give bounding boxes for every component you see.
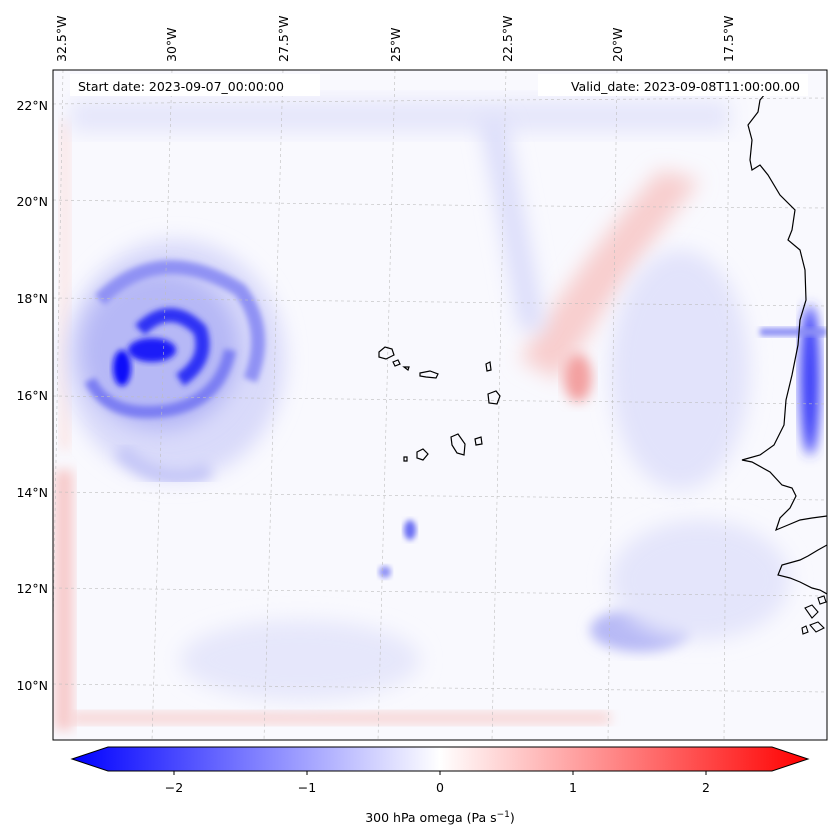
valid-date-box xyxy=(538,74,808,96)
guinea-bissau-coast xyxy=(777,544,827,595)
map-panel xyxy=(53,70,827,740)
blue-cell-1 xyxy=(404,520,416,540)
cyclone-vortex xyxy=(65,240,285,485)
island-sal xyxy=(485,361,492,372)
island-maio xyxy=(474,436,483,446)
colorbar-title-close: ) xyxy=(510,810,515,825)
red-diagonal-streak xyxy=(520,170,700,380)
lon-label: 20°W xyxy=(610,27,625,62)
colorbar-title-main: 300 hPa omega (Pa s xyxy=(365,810,496,825)
colorbar-tick-label: 1 xyxy=(569,780,577,795)
lat-label: 14°N xyxy=(16,485,48,500)
start-date-box xyxy=(70,74,320,96)
lat-label: 12°N xyxy=(16,581,48,596)
blue-top-band xyxy=(70,100,730,132)
blue-cell-2 xyxy=(379,566,391,578)
longitude-labels: 32.5°W 30°W 27.5°W 25°W 22.5°W 20°W 17.5… xyxy=(54,16,736,62)
colorbar-tick-labels: −2 −1 0 1 2 xyxy=(165,780,710,795)
valid-date-text: Valid_date: 2023-09-08T11:00:00.00 xyxy=(571,79,800,94)
lat-label: 20°N xyxy=(16,194,48,209)
island-santo-antao xyxy=(378,346,395,360)
red-max-patch xyxy=(564,354,592,402)
island-brava xyxy=(403,456,408,462)
bissagos-islands xyxy=(801,595,827,635)
lat-label: 10°N xyxy=(16,678,48,693)
island-santiago xyxy=(450,433,466,456)
colorbar-title-exponent: −1 xyxy=(497,810,510,820)
coastal-blue-cross xyxy=(760,328,827,336)
colorbar-tick-label: −1 xyxy=(298,780,316,795)
lon-label: 27.5°W xyxy=(276,16,291,62)
red-boundary-strip xyxy=(55,470,73,730)
island-sao-vicente xyxy=(392,359,401,367)
coastal-blue-jet xyxy=(800,305,820,455)
red-bottom-band xyxy=(70,712,610,724)
lon-label: 30°W xyxy=(164,27,179,62)
latitude-labels: 22°N 20°N 18°N 16°N 14°N 12°N 10°N xyxy=(16,98,48,693)
start-date-text: Start date: 2023-09-07_00:00:00 xyxy=(78,79,284,94)
lon-label: 25°W xyxy=(388,27,403,62)
island-santa-luzia xyxy=(402,366,410,371)
lon-label: 22.5°W xyxy=(500,16,515,62)
colorbar-tick-label: 0 xyxy=(436,780,444,795)
omega-field xyxy=(55,100,827,730)
lat-label: 16°N xyxy=(16,388,48,403)
lon-label: 32.5°W xyxy=(54,16,69,62)
lon-label: 17.5°W xyxy=(721,16,736,62)
map-frame xyxy=(52,69,828,741)
colorbar-ticks xyxy=(173,771,707,775)
island-sao-nicolau xyxy=(419,370,439,379)
island-boa-vista xyxy=(487,390,501,405)
lat-label: 22°N xyxy=(16,98,48,113)
blue-band-central xyxy=(480,120,545,330)
blue-area-southwest xyxy=(180,620,420,700)
cabo-verde-islands xyxy=(378,346,501,462)
red-boundary-strip-upper xyxy=(60,120,70,450)
lat-label: 18°N xyxy=(16,291,48,306)
gridlines xyxy=(53,70,827,740)
colorbar-body xyxy=(70,746,810,772)
african-coastline xyxy=(741,87,827,532)
colorbar-tick-label: −2 xyxy=(165,780,183,795)
island-fogo xyxy=(416,448,429,461)
colorbar-title: 300 hPa omega (Pa s−1) xyxy=(365,810,515,825)
blue-area-southeast-halo xyxy=(610,520,790,640)
colorbar-tick-label: 2 xyxy=(702,780,710,795)
blue-area-east xyxy=(610,250,750,490)
colorbar: −2 −1 0 1 2 300 hPa omega (Pa s−1) xyxy=(70,746,810,825)
